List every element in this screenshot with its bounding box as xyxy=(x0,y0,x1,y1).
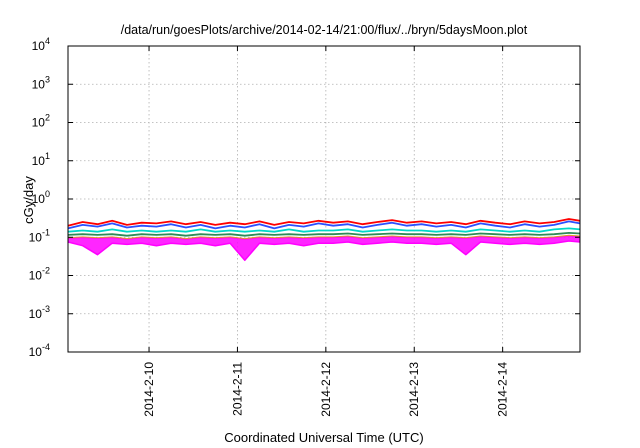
y-tick-label: 10-1 xyxy=(29,227,50,244)
y-tick-label: 101 xyxy=(32,151,50,168)
y-tick-label: 10-3 xyxy=(29,304,50,321)
y-tick-label: 102 xyxy=(32,113,50,130)
x-tick-label: 2014-2-10 xyxy=(142,362,156,417)
chart-title: /data/run/goesPlots/archive/2014-02-14/2… xyxy=(121,23,528,37)
x-tick-label: 2014-2-12 xyxy=(319,362,333,417)
series-layer xyxy=(67,218,581,262)
y-tick-label: 10-2 xyxy=(29,266,50,283)
series-band-5 xyxy=(68,235,580,261)
y-axis-label: cGy/day xyxy=(21,176,36,224)
y-tick-label: 104 xyxy=(32,36,50,53)
series-line-3 xyxy=(67,232,581,237)
y-tick-label: 103 xyxy=(32,74,50,91)
y-tick-label: 100 xyxy=(32,189,50,206)
x-tick-label: 2014-2-14 xyxy=(496,362,510,417)
series-line-0 xyxy=(67,218,581,227)
x-axis-label: Coordinated Universal Time (UTC) xyxy=(224,430,423,445)
x-tick-label: 2014-2-11 xyxy=(230,362,244,416)
y-tick-label: 10-4 xyxy=(29,342,50,359)
ticks-layer: 10-4 10-3 10-2 10-1 100 101 102 103 104 2014-2-10… xyxy=(29,36,580,417)
series-line-1 xyxy=(67,220,581,230)
x-tick-label: 2014-2-13 xyxy=(407,362,421,417)
series-line-2 xyxy=(67,227,581,233)
grid xyxy=(68,46,580,352)
series-line-5 xyxy=(67,240,581,262)
